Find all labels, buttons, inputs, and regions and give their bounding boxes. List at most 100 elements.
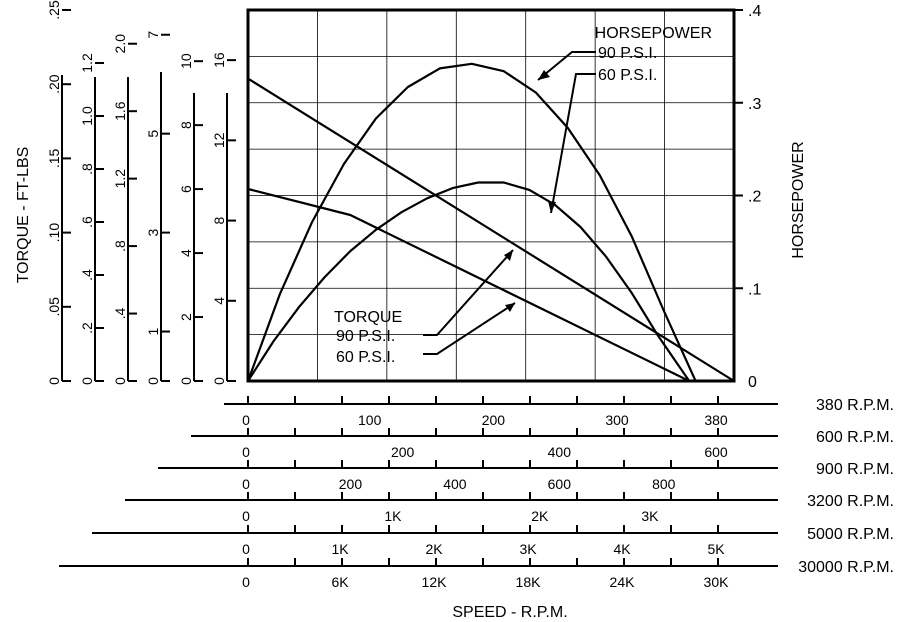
y-axis-title-torque: TORQUE - FT-LBS xyxy=(15,147,32,284)
speed-tick-label: 200 xyxy=(391,444,415,460)
legend-hp-60: 60 P.S.I. xyxy=(598,67,657,84)
speed-tick-label: 800 xyxy=(652,476,676,492)
torque-tick-label: 6 xyxy=(178,185,194,193)
y-axis-title-horsepower: HORSEPOWER xyxy=(790,141,807,258)
torque-tick-label: .10 xyxy=(46,223,62,243)
speed-tick-label: 0 xyxy=(242,574,250,590)
x-axis-title: SPEED - R.P.M. xyxy=(452,604,567,621)
leader-torque-60 xyxy=(423,302,516,355)
speed-tick-label: 380 xyxy=(704,412,728,428)
speed-tick-label: 0 xyxy=(242,541,250,557)
speed-tick-label: 24K xyxy=(610,574,636,590)
speed-tick-label: 2K xyxy=(531,508,549,524)
torque-tick-label: 4 xyxy=(211,297,227,305)
speed-tick-label: 200 xyxy=(482,412,506,428)
speed-tick-label: 30K xyxy=(704,574,730,590)
speed-tick-label: 100 xyxy=(358,412,382,428)
leader-torque-90 xyxy=(423,249,514,336)
torque-tick-label: 0 xyxy=(46,377,62,385)
torque-tick-label: 0 xyxy=(145,377,161,385)
speed-tick-label: 18K xyxy=(516,574,542,590)
speed-tick-label: 2K xyxy=(425,541,443,557)
torque-tick-label: 2 xyxy=(178,313,194,321)
arrow-torque-90 xyxy=(504,250,513,261)
speed-tick-label: 1K xyxy=(331,541,349,557)
legend-torque-60: 60 P.S.I. xyxy=(336,349,395,366)
hp-tick-label: 0 xyxy=(748,374,757,391)
legend-torque-title: TORQUE xyxy=(334,309,402,326)
torque-tick-label: 16 xyxy=(211,52,227,68)
speed-tick-label: 0 xyxy=(242,412,250,428)
speed-tick-label: 12K xyxy=(422,574,448,590)
horsepower-curve-60psi xyxy=(247,181,691,382)
legend-hp-title: HORSEPOWER xyxy=(595,25,712,42)
speed-tick-label: 4K xyxy=(613,541,631,557)
speed-tick-label: 0 xyxy=(242,476,250,492)
speed-axis-label: 3200 R.P.M. xyxy=(807,493,894,510)
torque-tick-label: .8 xyxy=(79,163,95,175)
torque-tick-label: 4 xyxy=(178,249,194,257)
speed-axes: 380 R.P.M. 0 100 200 300 380 600 R.P.M. 0 200 400… xyxy=(59,396,894,590)
speed-axis-label: 600 R.P.M. xyxy=(816,429,894,446)
torque-tick-label: 0 xyxy=(178,377,194,385)
speed-tick-label: 600 xyxy=(704,444,728,460)
hp-tick-label: .4 xyxy=(748,3,761,20)
torque-tick-label: .6 xyxy=(79,216,95,228)
legend: HORSEPOWER 90 P.S.I. 60 P.S.I. TORQUE 90… xyxy=(334,25,712,366)
torque-tick-label: .15 xyxy=(46,148,62,168)
speed-tick-label: 400 xyxy=(548,444,572,460)
legend-torque-90: 90 P.S.I. xyxy=(336,328,395,345)
speed-tick-label: 0 xyxy=(242,508,250,524)
grid-lines xyxy=(248,10,734,381)
legend-hp-90: 90 P.S.I. xyxy=(598,45,657,62)
speed-tick-label: 400 xyxy=(443,476,467,492)
torque-tick-label: 8 xyxy=(211,216,227,224)
speed-tick-label: 600 xyxy=(548,476,572,492)
torque-axes: 0 .05 .10 .15 .20 .25 0 .2 .4 .6 .8 1.0 1.2 0 .4 .8 1.2 1… xyxy=(46,0,236,385)
torque-tick-label: .4 xyxy=(112,307,128,319)
torque-tick-label: 1.2 xyxy=(79,53,95,73)
hp-tick-label: .3 xyxy=(748,96,761,113)
speed-tick-label: 3K xyxy=(519,541,537,557)
torque-tick-label: .05 xyxy=(46,297,62,317)
torque-tick-label: 1.0 xyxy=(79,106,95,126)
torque-curve-60psi xyxy=(247,187,690,382)
torque-tick-label: .2 xyxy=(79,322,95,334)
torque-tick-label: 2.0 xyxy=(112,34,128,54)
speed-axis-label: 5000 R.P.M. xyxy=(807,526,894,543)
curves xyxy=(246,62,735,383)
speed-axis-label: 30000 R.P.M. xyxy=(798,559,894,576)
speed-axis-label: 380 R.P.M. xyxy=(816,397,894,414)
torque-curve-90psi xyxy=(247,77,735,382)
arrow-torque-60 xyxy=(505,303,515,312)
torque-tick-label: 12 xyxy=(211,132,227,148)
hp-tick-label: .2 xyxy=(748,189,761,206)
torque-tick-label: 1.2 xyxy=(112,169,128,189)
arrow-hp-90 xyxy=(538,70,550,80)
torque-tick-label: 8 xyxy=(178,121,194,129)
speed-tick-label: 6K xyxy=(331,574,349,590)
arrow-hp-60 xyxy=(548,201,556,213)
hp-tick-label: .1 xyxy=(748,281,761,298)
torque-tick-label: 0 xyxy=(112,377,128,385)
torque-tick-label: 0 xyxy=(211,377,227,385)
speed-axis-label: 900 R.P.M. xyxy=(816,461,894,478)
torque-tick-label: 7 xyxy=(145,31,161,39)
torque-tick-label: 0 xyxy=(79,377,95,385)
torque-tick-label: 1 xyxy=(145,327,161,335)
speed-tick-label: 1K xyxy=(384,508,402,524)
torque-tick-label: 3 xyxy=(145,228,161,236)
leader-hp-90 xyxy=(537,51,596,81)
torque-tick-label: .20 xyxy=(46,74,62,94)
speed-tick-label: 300 xyxy=(605,412,629,428)
speed-tick-label: 5K xyxy=(707,541,725,557)
torque-tick-label: .4 xyxy=(79,269,95,281)
torque-tick-label: 10 xyxy=(178,53,194,69)
torque-tick-label: 5 xyxy=(145,130,161,138)
leader-hp-60 xyxy=(550,73,596,214)
speed-tick-label: 3K xyxy=(641,508,659,524)
speed-tick-label: 200 xyxy=(339,476,363,492)
torque-tick-label: .8 xyxy=(112,240,128,252)
torque-tick-label: .25 xyxy=(46,0,62,20)
